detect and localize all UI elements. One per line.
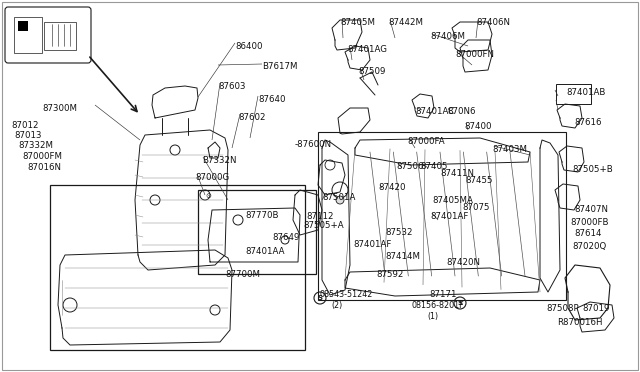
Text: 08156-8201F: 08156-8201F	[412, 301, 465, 310]
Text: 87603: 87603	[218, 82, 246, 91]
Text: 87012: 87012	[11, 121, 38, 130]
Text: 87455: 87455	[465, 176, 493, 185]
Text: (2): (2)	[331, 301, 342, 310]
Text: 87411N: 87411N	[440, 169, 474, 178]
Text: 87505+A: 87505+A	[303, 221, 344, 230]
Text: 87442M: 87442M	[388, 18, 423, 27]
Text: B7332N: B7332N	[202, 156, 237, 165]
Text: 87602: 87602	[238, 113, 266, 122]
Text: 87400: 87400	[464, 122, 492, 131]
Bar	[14, 17, 42, 53]
Text: 87300M: 87300M	[42, 104, 77, 113]
Text: 87770B: 87770B	[245, 211, 278, 220]
Text: 87414M: 87414M	[385, 252, 420, 261]
Text: 87401AA: 87401AA	[245, 247, 285, 256]
Text: S: S	[317, 295, 323, 301]
Text: 87532: 87532	[385, 228, 413, 237]
Text: (1): (1)	[427, 312, 438, 321]
Text: 87020Q: 87020Q	[572, 242, 606, 251]
Text: 87405MA: 87405MA	[432, 196, 473, 205]
Text: 87508P: 87508P	[546, 304, 579, 313]
Text: B7617M: B7617M	[262, 62, 298, 71]
Bar	[18, 21, 28, 31]
Text: 87407N: 87407N	[574, 205, 608, 214]
Text: -87600N: -87600N	[295, 140, 332, 149]
Text: 87401AF: 87401AF	[353, 240, 392, 249]
Circle shape	[336, 196, 344, 204]
FancyBboxPatch shape	[5, 7, 91, 63]
Text: 87616: 87616	[574, 118, 602, 127]
Text: 87401AF: 87401AF	[430, 212, 468, 221]
Text: 87501A: 87501A	[322, 193, 355, 202]
Text: S: S	[458, 300, 463, 306]
Bar	[44, 22, 76, 50]
Text: 87592: 87592	[376, 270, 403, 279]
Text: 870N6: 870N6	[447, 107, 476, 116]
Text: 87019: 87019	[582, 304, 609, 313]
Text: 87505+B: 87505+B	[572, 165, 612, 174]
Text: 87506: 87506	[396, 162, 424, 171]
Text: 87649: 87649	[272, 233, 300, 242]
Text: 87401AB: 87401AB	[566, 88, 605, 97]
Text: 08543-51242: 08543-51242	[319, 290, 372, 299]
Text: 87000G: 87000G	[195, 173, 229, 182]
Bar	[318, 132, 566, 300]
Text: 87405M: 87405M	[340, 18, 375, 27]
Text: 87401AG: 87401AG	[347, 45, 387, 54]
Text: 87332M: 87332M	[18, 141, 53, 150]
Text: 87403M: 87403M	[492, 145, 527, 154]
Text: 87112: 87112	[306, 212, 333, 221]
Bar	[50, 185, 305, 350]
Text: 87509: 87509	[358, 67, 385, 76]
Text: 87000FB: 87000FB	[570, 218, 609, 227]
Bar	[198, 190, 316, 274]
Text: 87420: 87420	[378, 183, 406, 192]
Text: R870016H: R870016H	[557, 318, 602, 327]
Text: 87406N: 87406N	[476, 18, 510, 27]
Text: 87406M: 87406M	[430, 32, 465, 41]
Text: ⊙: ⊙	[205, 193, 211, 199]
Text: 87640: 87640	[258, 95, 285, 104]
Text: 87420N: 87420N	[446, 258, 480, 267]
Text: 87013: 87013	[14, 131, 42, 140]
Text: 87000FM: 87000FM	[22, 152, 62, 161]
Text: 87401AC: 87401AC	[415, 107, 454, 116]
Text: 87614: 87614	[574, 229, 602, 238]
Text: 87405: 87405	[420, 162, 447, 171]
Text: 87075: 87075	[462, 203, 490, 212]
Text: 87700M: 87700M	[225, 270, 260, 279]
Bar	[556, 84, 591, 104]
Text: 87016N: 87016N	[27, 163, 61, 172]
Text: 87171: 87171	[429, 290, 456, 299]
Text: 86400: 86400	[235, 42, 262, 51]
Text: 87000FA: 87000FA	[407, 137, 445, 146]
Text: 87000FN: 87000FN	[455, 50, 494, 59]
